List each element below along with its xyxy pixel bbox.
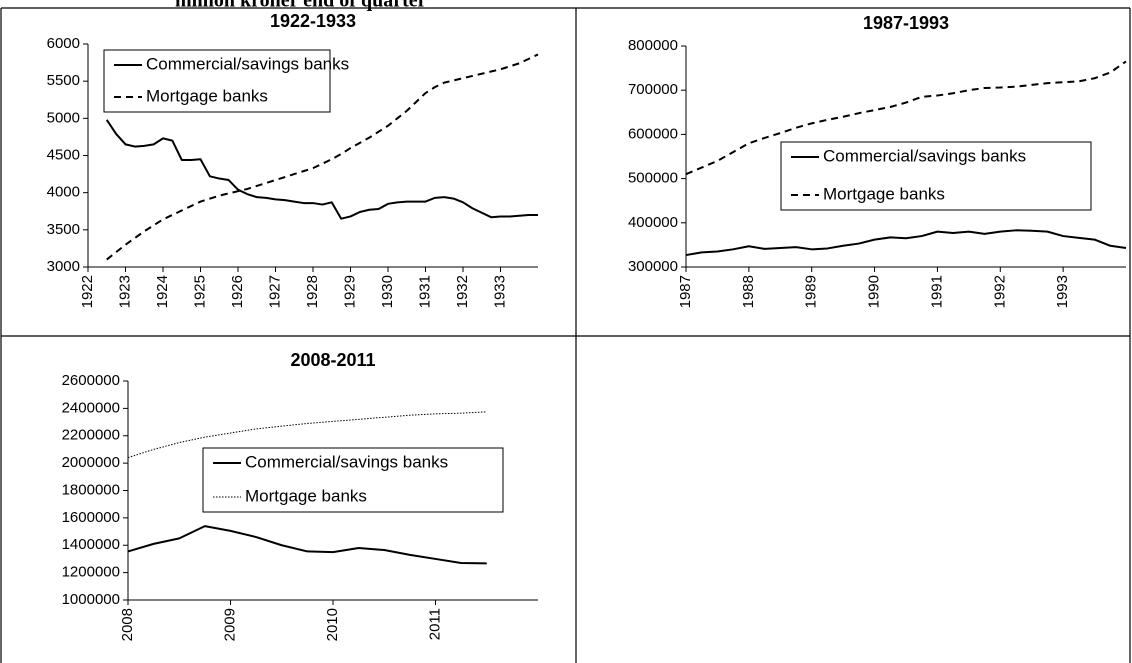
legend: Commercial/savings banks Mortgage banks: [202, 447, 504, 513]
y-tick-label: 6000: [47, 35, 80, 52]
y-tick-label: 300000: [628, 258, 678, 275]
chart-title: 1987-1993: [863, 13, 949, 33]
x-tick-label: 1932: [454, 275, 471, 308]
x-tick-label: 1922: [79, 275, 96, 308]
chart-title: 1922-1933: [270, 11, 356, 31]
x-tick-label: 1991: [928, 275, 945, 308]
y-tick-label: 1400000: [62, 536, 120, 553]
y-tick-label: 600000: [628, 125, 678, 142]
chart-title: 2008-2011: [290, 350, 375, 370]
y-tick-label: 2400000: [62, 399, 120, 416]
series-line: [127, 411, 487, 459]
x-tick-label: 1923: [116, 275, 133, 308]
y-tick-label: 3000: [47, 258, 80, 275]
page-title: million kroner end of quarter: [175, 0, 427, 12]
y-tick-label: 1600000: [62, 509, 120, 526]
series-line: [685, 60, 1127, 176]
x-tick-label: 1928: [304, 275, 321, 308]
legend-label: Mortgage banks: [146, 86, 268, 105]
y-tick-label: 1000000: [62, 591, 120, 608]
x-tick-label: 2009: [221, 608, 238, 641]
series-line: [685, 229, 1127, 257]
legend-label: Mortgage banks: [823, 184, 945, 203]
x-tick-label: 2010: [324, 608, 341, 641]
y-tick-label: 500000: [628, 170, 678, 187]
y-tick-label: 1800000: [62, 481, 120, 498]
y-tick-label: 800000: [628, 37, 678, 54]
x-tick-label: 1987: [677, 275, 694, 308]
legend-box: [202, 447, 504, 513]
y-tick-label: 5000: [47, 109, 80, 126]
y-tick-label: 2600000: [62, 372, 120, 389]
y-tick-label: 4500: [47, 146, 80, 163]
legend: Commercial/savings banks Mortgage banks: [103, 49, 349, 113]
series-line: [106, 53, 539, 261]
legend-label: Commercial/savings banks: [146, 54, 349, 73]
y-tick-label: 1200000: [62, 564, 120, 581]
chart: 1987-1993 300000 400000 500000 600000 700000 8…: [628, 13, 1127, 308]
x-tick-label: 1929: [341, 275, 358, 308]
chart: 2008-2011 1000000 1200000 1400000 1600000 180…: [62, 350, 538, 641]
y-tick-label: 400000: [628, 214, 678, 231]
x-tick-label: 1931: [416, 275, 433, 308]
series-line: [127, 525, 487, 565]
legend-label: Commercial/savings banks: [823, 146, 1026, 165]
legend-label: Commercial/savings banks: [245, 452, 448, 471]
x-tick-label: 1926: [229, 275, 246, 308]
y-tick-label: 700000: [628, 81, 678, 98]
series-line: [105, 119, 538, 220]
x-tick-label: 1925: [191, 275, 208, 308]
x-tick-label: 1989: [803, 275, 820, 308]
x-tick-label: 1924: [154, 275, 171, 308]
x-tick-label: 1993: [1054, 275, 1071, 308]
legend-label: Mortgage banks: [245, 486, 367, 505]
x-tick-label: 1933: [491, 275, 508, 308]
x-tick-label: 1988: [740, 275, 757, 308]
x-tick-label: 1990: [866, 275, 883, 308]
chart: 1922-1933 3000 3500 4000 4500 5000 5500 6000 192…: [47, 11, 539, 308]
x-tick-label: 1927: [266, 275, 283, 308]
x-tick-label: 1930: [379, 275, 396, 308]
legend-box: [103, 49, 331, 113]
y-tick-label: 5500: [47, 72, 80, 89]
x-tick-label: 1992: [991, 275, 1008, 308]
y-tick-label: 2000000: [62, 454, 120, 471]
y-tick-label: 4000: [47, 184, 80, 201]
x-tick-label: 2011: [426, 608, 443, 640]
y-tick-label: 3500: [47, 221, 80, 238]
table-borders: [0, 7, 1131, 663]
legend-box: [780, 141, 1092, 211]
x-tick-label: 2008: [119, 608, 136, 641]
y-tick-label: 2200000: [62, 427, 120, 444]
legend: Commercial/savings banks Mortgage banks: [780, 141, 1092, 211]
